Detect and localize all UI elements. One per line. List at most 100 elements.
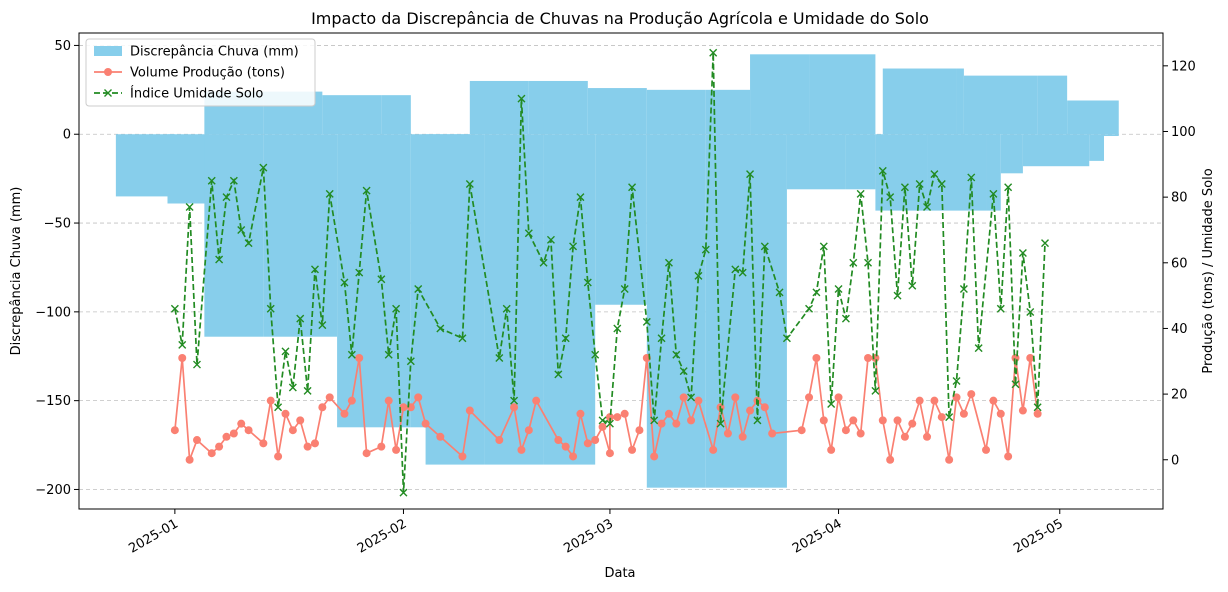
production-point [650,452,659,461]
production-point [989,396,998,405]
soil-moisture-point [510,396,519,405]
production-point [982,445,991,454]
soil-moisture-point [679,367,688,376]
rain-bar [263,134,338,337]
y-right-tick-label: 80 [1171,191,1188,206]
production-point [605,413,614,422]
soil-moisture-point [436,324,445,333]
y-right-tick-label: 0 [1171,453,1179,468]
soil-moisture-point [229,176,238,185]
production-point [923,432,932,441]
y-left-tick-label: −50 [44,217,71,232]
production-point [805,393,814,402]
production-point [340,409,349,418]
rain-bar [587,88,647,135]
production-point [635,426,644,435]
rain-bar [646,89,706,135]
production-point [399,403,408,412]
soil-moisture-point [266,304,275,313]
production-point [288,426,297,435]
soil-moisture-point [657,334,666,343]
production-point [967,390,976,399]
rain-bar [337,134,411,428]
rain-bar [425,134,485,465]
soil-moisture-point [775,288,784,297]
production-point [819,416,828,425]
production-point [746,406,755,415]
rain-bar [705,89,751,135]
soil-moisture-point [989,189,998,198]
soil-moisture-point [878,166,887,175]
production-point [856,429,865,438]
soil-moisture-point [310,265,319,274]
production-point [259,439,268,448]
rain-bar [956,68,964,135]
y-left-tick-label: −200 [35,483,71,498]
soil-moisture-point [959,285,968,294]
soil-moisture-point [605,419,614,428]
rain-bar [115,134,175,197]
production-point [377,442,386,451]
production-point [900,432,909,441]
production-point [893,416,902,425]
rain-bar [204,134,264,337]
production-point [170,426,179,435]
legend-label: Discrepância Chuva (mm) [130,45,299,60]
rain-bar [528,80,588,135]
soil-moisture-point [849,258,858,267]
production-point [421,419,430,428]
production-point [554,436,563,445]
soil-moisture-point [841,314,850,323]
x-tick-label: 2025-05 [1011,516,1066,556]
soil-moisture-point [738,268,747,277]
soil-moisture-point [650,416,659,425]
soil-moisture-point [819,242,828,251]
production-point [237,419,246,428]
y-left-tick-label: 0 [63,128,71,143]
soil-moisture-point [561,334,570,343]
soil-moisture-point [1026,308,1035,317]
production-point [598,422,607,431]
production-point [937,413,946,422]
production-point [841,426,850,435]
soil-moisture-point [834,285,843,294]
soil-moisture-point [812,288,821,297]
soil-moisture-point [827,399,836,408]
soil-moisture-point [392,304,401,313]
soil-moisture-point [974,344,983,353]
production-point [384,396,393,405]
production-point [709,445,718,454]
rain-bar [786,134,846,190]
production-point [797,426,806,435]
rain-bar [809,54,876,135]
production-point [591,436,600,445]
production-point [768,429,777,438]
production-point [915,396,924,405]
production-point [576,409,585,418]
y-left-tick-label: 50 [54,39,71,54]
production-point [1033,409,1042,418]
production-point [1011,353,1020,362]
soil-moisture-point [871,386,880,395]
soil-moisture-point [178,340,187,349]
soil-moisture-point [502,304,511,313]
production-point [303,442,312,451]
production-point [1018,406,1027,415]
soil-moisture-point [753,416,762,425]
rain-bar [1067,100,1119,135]
production-point [510,403,519,412]
rain-bar [1089,134,1105,161]
soil-moisture-point [694,271,703,280]
rain-bar [882,68,957,135]
soil-moisture-point [709,48,718,57]
production-point [952,393,961,402]
production-point [524,426,533,435]
production-point [355,353,364,362]
soil-moisture-point [406,357,415,366]
production-point [215,442,224,451]
soil-moisture-point [746,170,755,179]
soil-moisture-point [886,193,895,202]
soil-moisture-point [576,193,585,202]
production-point [222,432,231,441]
